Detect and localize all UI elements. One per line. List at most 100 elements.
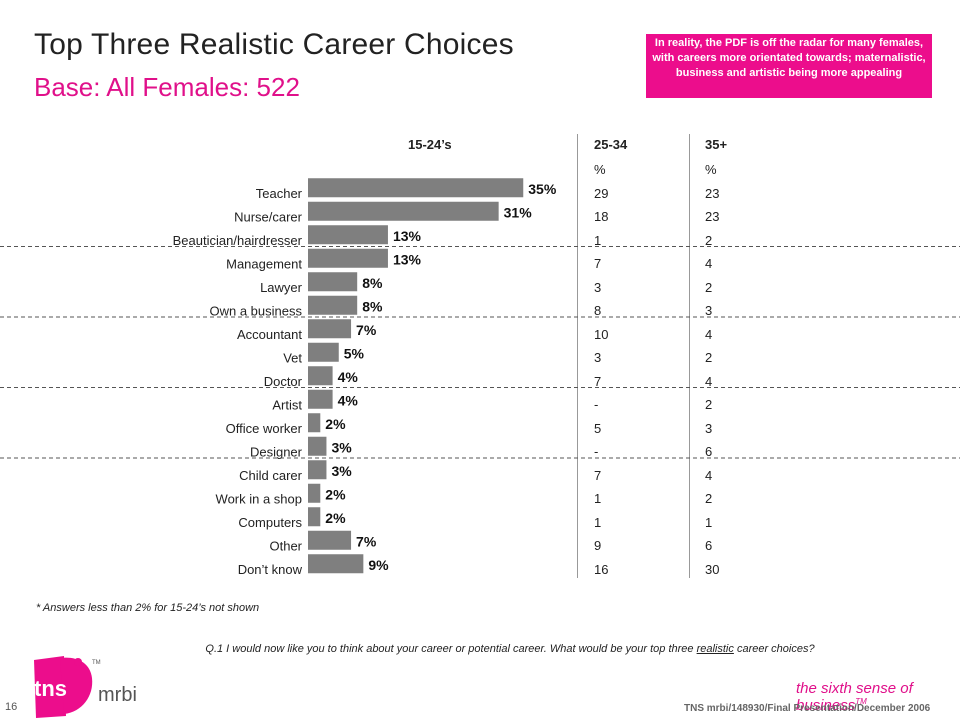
footnote: * Answers less than 2% for 15-24’s not s… xyxy=(36,602,260,614)
bar-value-label: 13% xyxy=(393,228,422,244)
category-label: Lawyer xyxy=(260,280,303,295)
bar xyxy=(308,436,327,456)
bar xyxy=(308,272,358,292)
brand-tns: tns xyxy=(34,676,67,701)
category-label: Designer xyxy=(250,444,303,459)
callout-box: In reality, the PDF is off the radar for… xyxy=(646,34,932,98)
tagline-text: the sixth sense of business xyxy=(796,680,913,714)
page-subtitle: Base: All Females: 522 xyxy=(34,72,300,102)
bar xyxy=(308,295,358,315)
table-cell-25-34: 16 xyxy=(594,561,609,577)
table-cell-35-plus: 30 xyxy=(705,561,720,577)
table-cell-25-34: 9 xyxy=(594,538,602,553)
table-cell-35-plus: 2 xyxy=(705,397,713,412)
bar-value-label: 5% xyxy=(344,345,365,361)
table-cell-25-34: 7 xyxy=(594,373,602,389)
category-label: Computers xyxy=(238,515,302,530)
column-divider-2 xyxy=(689,134,690,578)
table-cell-25-34: 10 xyxy=(594,326,609,342)
bar xyxy=(308,460,327,480)
category-label: Vet xyxy=(283,350,302,365)
table-cell-25-34: 7 xyxy=(594,467,602,483)
bar-value-label: 8% xyxy=(362,298,383,314)
percent-sign-25-34: % xyxy=(594,162,606,177)
table-cell-25-34: 5 xyxy=(594,420,602,436)
bar-value-label: 3% xyxy=(331,463,352,479)
table-cell-25-34: 18 xyxy=(594,209,609,224)
brand-mrbi: mrbi xyxy=(98,684,137,706)
bar xyxy=(308,201,499,221)
tagline: the sixth sense of businessTM xyxy=(796,680,960,714)
table-cell-35-plus: 4 xyxy=(705,373,713,389)
page-title: Top Three Realistic Career Choices xyxy=(34,28,514,61)
category-label: Own a business xyxy=(210,303,303,318)
question-text: Q.1 I would now like you to think about … xyxy=(200,642,820,657)
table-cell-35-plus: 2 xyxy=(705,279,713,295)
table-cell-35-plus: 3 xyxy=(705,420,713,436)
bar xyxy=(308,554,364,574)
bar-value-label: 4% xyxy=(338,392,359,408)
reference-footer: TNS mrbi/148930/Final Presentation/Decem… xyxy=(684,703,931,714)
category-label: Work in a shop xyxy=(216,491,302,506)
column-header-15-24: 15-24’s xyxy=(408,137,452,152)
bar xyxy=(308,319,352,339)
category-label: Don’t know xyxy=(238,562,303,577)
bar-value-label: 35% xyxy=(528,181,557,197)
column-header-25-34: 25-34 xyxy=(594,137,628,152)
category-label: Doctor xyxy=(264,374,303,389)
bar-value-label: 13% xyxy=(393,251,422,267)
category-label: Nurse/carer xyxy=(234,209,303,224)
question-underlined: realistic xyxy=(696,643,734,655)
category-label: Beautician/hairdresser xyxy=(173,233,303,248)
category-label: Accountant xyxy=(237,327,302,342)
table-cell-35-plus: 4 xyxy=(705,256,713,271)
bar xyxy=(308,507,321,527)
table-cell-25-34: 8 xyxy=(594,303,602,318)
table-cell-35-plus: 23 xyxy=(705,185,720,201)
table-cell-25-34: 3 xyxy=(594,350,602,365)
question-prefix: Q.1 I would now like you to think about … xyxy=(205,643,697,655)
table-cell-35-plus: 6 xyxy=(705,538,713,553)
bar-value-label: 8% xyxy=(362,275,383,291)
column-25-34-values: % 29 18 1 7 3 8 10 3 7 - 5 - 7 1 1 9 16 xyxy=(594,158,609,577)
table-cell-35-plus: 4 xyxy=(705,467,713,483)
table-cell-35-plus: 1 xyxy=(705,514,713,530)
tns-logo-icon xyxy=(34,656,93,718)
bar-value-label: 3% xyxy=(331,439,352,455)
category-label: Child carer xyxy=(239,468,303,483)
bar xyxy=(308,366,333,386)
table-cell-35-plus: 6 xyxy=(705,444,713,459)
table-cell-25-34: - xyxy=(594,397,599,412)
bar-value-label: 31% xyxy=(504,204,533,220)
category-label: Management xyxy=(226,256,302,271)
table-cell-35-plus: 4 xyxy=(705,326,713,342)
table-cell-35-plus: 23 xyxy=(705,209,720,224)
bar xyxy=(308,248,388,268)
page-number: 16 xyxy=(5,701,18,713)
category-label: Office worker xyxy=(226,421,303,436)
table-cell-35-plus: 2 xyxy=(705,232,713,248)
table-cell-25-34: 1 xyxy=(594,491,602,506)
bar xyxy=(308,483,321,503)
column-35-plus-values: % 23 23 2 4 2 3 4 2 4 2 3 6 4 2 1 6 30 xyxy=(705,158,720,577)
table-cell-25-34: 1 xyxy=(594,514,602,530)
table-cell-25-34: 29 xyxy=(594,185,609,201)
brand-trademark: TM xyxy=(92,660,101,666)
bar-value-label: 7% xyxy=(356,533,377,549)
tagline-trademark: TM xyxy=(855,697,867,706)
bar-value-label: 2% xyxy=(325,416,346,432)
category-label: Other xyxy=(269,538,302,553)
table-cell-25-34: - xyxy=(594,444,599,459)
table-cell-35-plus: 2 xyxy=(705,491,713,506)
bar-value-label: 4% xyxy=(338,369,359,385)
bar-value-label: 2% xyxy=(325,510,346,526)
column-header-35-plus: 35+ xyxy=(705,137,728,152)
bar-chart: Teacher 35%Nurse/carer 31%Beautician/haird… xyxy=(0,178,960,577)
percent-sign-35-plus: % xyxy=(705,162,717,177)
category-label: Teacher xyxy=(256,186,303,201)
question-suffix: career choices? xyxy=(733,643,815,655)
tns-mrbi-logo: tns mrbi TM xyxy=(26,652,138,720)
table-cell-25-34: 7 xyxy=(594,256,602,271)
bar xyxy=(308,342,339,362)
bar xyxy=(308,530,352,550)
